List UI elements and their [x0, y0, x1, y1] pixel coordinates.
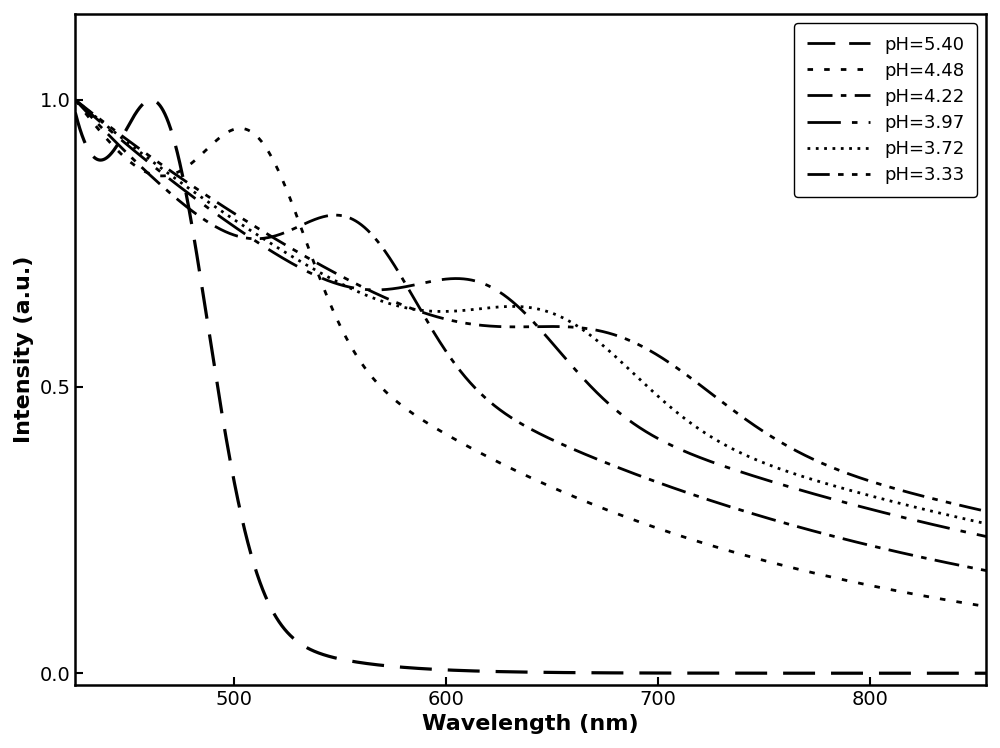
Y-axis label: Intensity (a.u.): Intensity (a.u.)	[14, 256, 34, 443]
Legend: pH=5.40, pH=4.48, pH=4.22, pH=3.97, pH=3.72, pH=3.33: pH=5.40, pH=4.48, pH=4.22, pH=3.97, pH=3…	[794, 23, 977, 197]
X-axis label: Wavelength (nm): Wavelength (nm)	[422, 714, 639, 734]
